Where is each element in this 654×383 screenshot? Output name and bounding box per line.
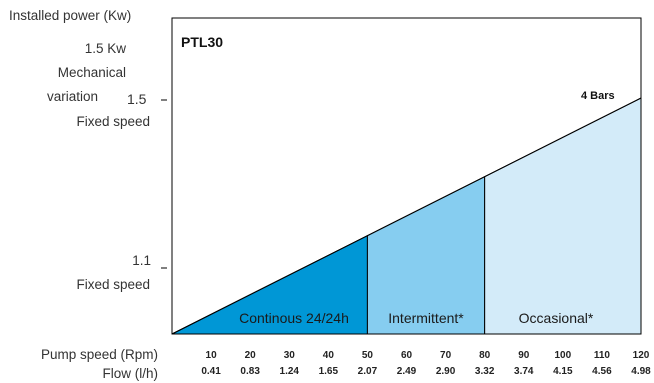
- y-tick-1-1-sub: Fixed speed: [76, 277, 150, 292]
- x-axis-flow-label: Flow (l/h): [102, 366, 158, 381]
- chart-title: PTL30: [181, 34, 223, 50]
- x-speed-tick-10: 10: [206, 350, 218, 361]
- regions-layer: [171, 97, 642, 335]
- x-speed-tick-80: 80: [479, 350, 491, 361]
- y-tick-1-5-sub: Fixed speed: [76, 114, 150, 129]
- curve-line: [171, 97, 642, 335]
- x-speed-tick-20: 20: [245, 350, 257, 361]
- x-flow-tick-4.56: 4.56: [592, 366, 612, 377]
- y-tick-1-1-label: 1.1: [132, 253, 151, 268]
- x-flow-tick-1.24: 1.24: [280, 366, 300, 377]
- y-tick-1-5-desc-line-1: 1.5 Kw: [85, 41, 127, 56]
- x-speed-tick-100: 100: [554, 350, 571, 361]
- y-tick-1-5-desc-line-3: variation: [47, 89, 98, 104]
- x-speed-tick-120: 120: [633, 350, 650, 361]
- x-flow-tick-0.83: 0.83: [240, 366, 260, 377]
- x-flow-tick-2.90: 2.90: [436, 366, 456, 377]
- region-label-intermittent: Intermittent*: [388, 310, 464, 326]
- y-tick-1-5-label: 1.5: [127, 91, 147, 107]
- x-flow-tick-4.98: 4.98: [631, 366, 651, 377]
- x-flow-tick-4.15: 4.15: [553, 366, 573, 377]
- x-speed-tick-110: 110: [594, 350, 611, 361]
- x-speed-tick-50: 50: [362, 350, 374, 361]
- y-axis-title: Installed power (Kw): [9, 8, 131, 23]
- region-label-continous: Continous 24/24h: [239, 310, 349, 326]
- x-speed-tick-70: 70: [440, 350, 452, 361]
- region-label-occasional: Occasional*: [519, 310, 594, 326]
- x-flow-tick-3.74: 3.74: [514, 366, 534, 377]
- x-ticks-layer: 10 0.41 20 0.83 30 1.24 40 1.65 50 2.07 60 2.49 70 2.…: [201, 350, 651, 377]
- x-axis-speed-label: Pump speed (Rpm): [41, 347, 158, 362]
- curve-label: 4 Bars: [581, 90, 615, 102]
- x-speed-tick-90: 90: [518, 350, 530, 361]
- x-flow-tick-2.07: 2.07: [358, 366, 378, 377]
- x-speed-tick-40: 40: [323, 350, 335, 361]
- x-flow-tick-1.65: 1.65: [319, 366, 339, 377]
- x-flow-tick-2.49: 2.49: [397, 366, 417, 377]
- x-flow-tick-3.32: 3.32: [475, 366, 495, 377]
- x-flow-tick-0.41: 0.41: [201, 366, 221, 377]
- y-tick-1-5-desc-line-2: Mechanical: [58, 65, 126, 80]
- x-speed-tick-60: 60: [401, 350, 413, 361]
- x-speed-tick-30: 30: [284, 350, 296, 361]
